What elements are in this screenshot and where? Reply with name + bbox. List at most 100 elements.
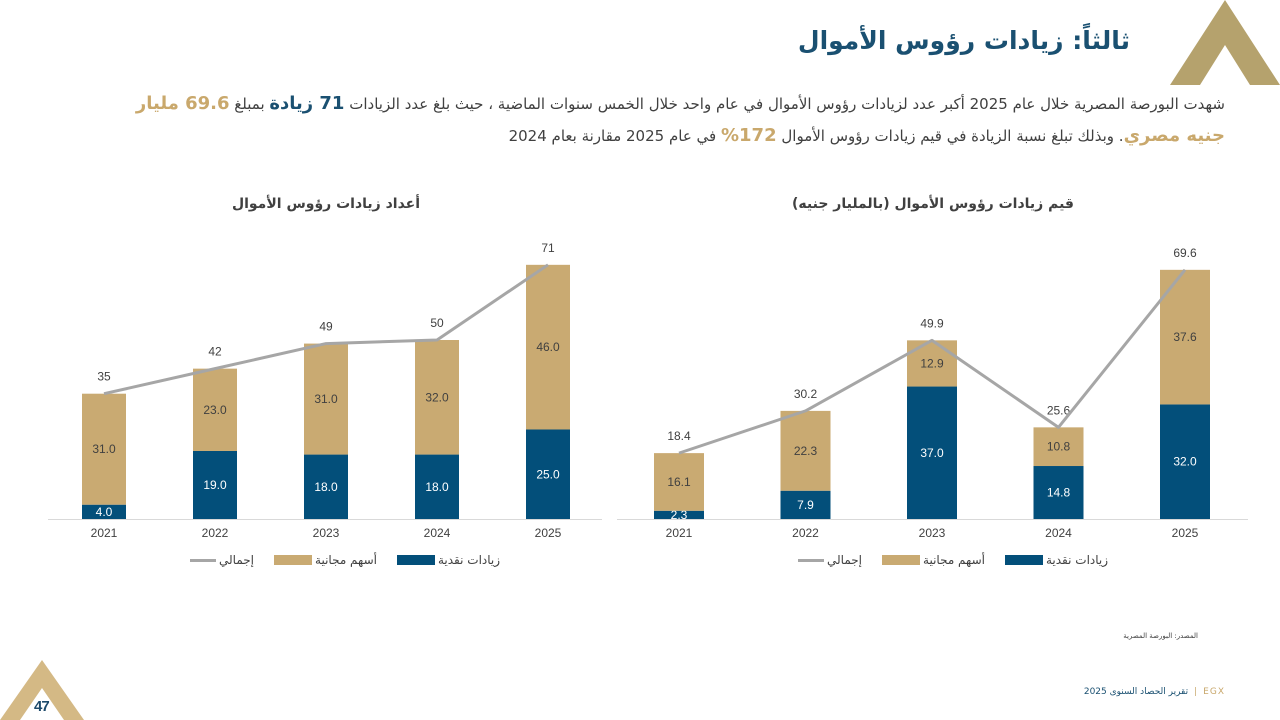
- x-tick-label: 2021: [666, 526, 693, 540]
- legend-swatch-navy: [396, 555, 435, 565]
- x-tick-label: 2024: [1045, 526, 1072, 540]
- bar-value-label: 22.3: [794, 444, 818, 458]
- legend-swatch-line: [798, 558, 824, 562]
- total-value-label: 35: [97, 370, 111, 384]
- bar-value-label: 31.0: [314, 392, 338, 406]
- bar-cash: [415, 454, 459, 519]
- bar-bonus: [193, 368, 237, 451]
- bar-value-label: 32.0: [425, 390, 449, 404]
- chart-counts: 4.0 31.0 35 2021 19.0 23.0 42 2022 18.0 31.0 49 202…: [48, 241, 602, 540]
- total-value-label: 30.2: [794, 387, 818, 401]
- bar-value-label: 2.3: [671, 508, 688, 522]
- x-tick-label: 2021: [91, 526, 118, 540]
- bar-value-label: 37.0: [920, 446, 944, 460]
- legend-item-bonus: أسهم مجانية: [882, 553, 985, 567]
- bar-value-label: 37.6: [1173, 330, 1197, 344]
- chart-values: 2.3 16.1 18.4 2021 7.9 22.3 30.2 2022 37.0 12.9 49…: [617, 246, 1248, 540]
- highlight-percent: 172%: [720, 125, 777, 146]
- logo-triangle-icon: [1170, 0, 1280, 85]
- bar-value-label: 12.9: [920, 356, 944, 370]
- total-value-label: 42: [208, 345, 222, 359]
- bar-bonus: [526, 264, 570, 430]
- chart-title-counts: أعداد زيادات رؤوس الأموال: [231, 196, 421, 212]
- bar-value-label: 7.9: [797, 498, 814, 512]
- chart-title-values: قيم زيادات رؤوس الأموال (بالمليار جنيه): [792, 196, 1074, 212]
- highlight-count: 71 زيادة: [269, 93, 345, 114]
- summary-text: شهدت البورصة المصرية خلال عام 2025 أكبر …: [344, 95, 1225, 113]
- legend-item-cash: زيادات نقدية: [1004, 553, 1109, 567]
- legend-label: إجمالي: [827, 553, 863, 567]
- source-note: المصدر: البورصة المصرية: [1123, 632, 1198, 640]
- legend-item-total: إجمالي: [190, 553, 254, 567]
- legend-label: زيادات نقدية: [437, 553, 501, 567]
- page-number: 47: [34, 698, 50, 715]
- bar-cash: [193, 450, 237, 519]
- bar-value-label: 10.8: [1047, 440, 1071, 454]
- legend-item-bonus: أسهم مجانية: [274, 553, 377, 567]
- bar-cash: [1033, 466, 1084, 519]
- total-value-label: 18.4: [667, 429, 691, 443]
- bar-bonus: [654, 453, 704, 511]
- total-value-label: 49.9: [920, 316, 944, 330]
- bar-bonus: [780, 410, 831, 491]
- x-tick-label: 2025: [1172, 526, 1199, 540]
- x-tick-label: 2024: [424, 526, 451, 540]
- total-line: [678, 268, 1187, 455]
- bar-value-label: 16.1: [667, 475, 691, 489]
- total-value-label: 50: [430, 316, 444, 330]
- total-value-label: 49: [319, 320, 333, 334]
- legend-label: أسهم مجانية: [923, 553, 985, 567]
- x-tick-label: 2023: [919, 526, 946, 540]
- bar-value-label: 19.0: [203, 478, 227, 492]
- bar-cash: [907, 386, 957, 519]
- highlight-amount: 69.6 مليار جنيه مصري: [135, 93, 1225, 146]
- summary-text: . وبذلك تبلغ نسبة الزيادة في قيم زيادات …: [776, 127, 1124, 145]
- bar-bonus: [304, 343, 348, 455]
- x-tick-label: 2025: [535, 526, 562, 540]
- bar-bonus: [1033, 427, 1084, 467]
- bar-value-label: 14.8: [1047, 486, 1071, 500]
- legend-counts: زيادات نقدية أسهم مجانية إجمالي: [190, 553, 500, 567]
- bar-value-label: 46.0: [536, 340, 560, 354]
- bar-cash: [654, 510, 704, 519]
- x-tick-label: 2023: [313, 526, 340, 540]
- bar-cash: [526, 429, 570, 519]
- legend-swatch-gold: [274, 555, 313, 565]
- bar-bonus: [82, 393, 126, 505]
- legend-swatch-line: [190, 558, 216, 562]
- total-value-label: 25.6: [1047, 403, 1071, 417]
- x-tick-label: 2022: [792, 526, 819, 540]
- bar-value-label: 32.0: [1173, 455, 1197, 469]
- total-value-label: 69.6: [1173, 246, 1197, 260]
- x-tick-label: 2022: [202, 526, 229, 540]
- footer: تقرير الحصاد السنوى 2025 | EGX: [1084, 687, 1225, 697]
- summary-paragraph: شهدت البورصة المصرية خلال عام 2025 أكبر …: [105, 88, 1225, 152]
- legend-label: إجمالي: [219, 553, 255, 567]
- summary-text: بمبلغ: [229, 95, 270, 113]
- total-line: [103, 263, 549, 396]
- footer-brand: EGX: [1203, 687, 1225, 697]
- bar-cash: [304, 454, 348, 519]
- legend-label: أسهم مجانية: [315, 553, 377, 567]
- bar-value-label: 18.0: [314, 480, 338, 494]
- bar-value-label: 31.0: [92, 442, 116, 456]
- bar-bonus: [415, 340, 459, 455]
- legend-values: زيادات نقدية أسهم مجانية إجمالي: [798, 553, 1108, 567]
- bar-cash: [82, 504, 126, 519]
- corner-triangle-icon: [0, 660, 84, 720]
- bar-cash: [780, 490, 831, 519]
- bar-value-label: 25.0: [536, 467, 560, 481]
- legend-item-cash: زيادات نقدية: [396, 553, 501, 567]
- legend-swatch-gold: [882, 555, 921, 565]
- bar-value-label: 18.0: [425, 480, 449, 494]
- legend-swatch-navy: [1004, 555, 1043, 565]
- bar-value-label: 23.0: [203, 403, 227, 417]
- bar-value-label: 4.0: [96, 505, 113, 519]
- total-value-label: 71: [541, 241, 555, 255]
- footer-report-title: تقرير الحصاد السنوى 2025: [1083, 687, 1189, 697]
- legend-label: زيادات نقدية: [1045, 553, 1109, 567]
- summary-text: في عام 2025 مقارنة بعام 2024: [508, 127, 721, 145]
- legend-item-total: إجمالي: [798, 553, 862, 567]
- footer-separator: |: [1194, 687, 1198, 697]
